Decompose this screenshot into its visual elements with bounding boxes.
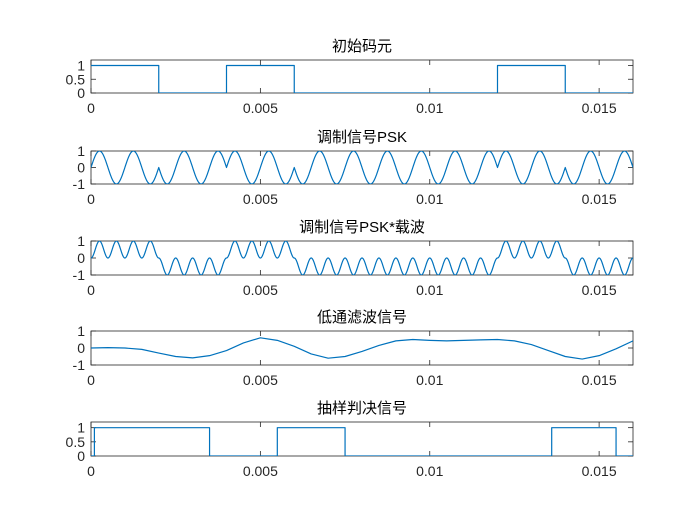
x-tick-label: 0.01 <box>416 282 443 298</box>
x-tick-label: 0 <box>87 282 95 298</box>
x-tick-label: 0.005 <box>243 100 278 116</box>
y-tick-label: 0 <box>77 85 85 101</box>
y-tick-label: 1 <box>77 233 85 249</box>
x-tick-label: 0 <box>87 463 95 479</box>
x-tick-label: 0.015 <box>582 282 617 298</box>
y-tick-label: 0 <box>77 160 85 176</box>
x-tick-label: 0.01 <box>416 100 443 116</box>
x-tick-label: 0 <box>87 372 95 388</box>
subplot-5: 抽样判决信号 0 0.005 0.01 0.015 00.51 <box>66 400 634 479</box>
y-tick-label: -1 <box>73 267 86 283</box>
x-tick-label: 0.005 <box>243 372 278 388</box>
subplot-title: 调制信号PSK <box>317 129 407 146</box>
y-tick-label: 1 <box>77 420 85 436</box>
y-tick-label: 0 <box>77 448 85 464</box>
axes-box <box>90 330 634 366</box>
x-tick-label: 0.005 <box>243 282 278 298</box>
y-tick-label: 0 <box>77 250 85 266</box>
x-tick-label: 0.01 <box>416 191 443 207</box>
series-line <box>91 241 633 275</box>
x-tick-label: 0 <box>87 191 95 207</box>
x-tick-label: 0.015 <box>582 463 617 479</box>
x-tick-label: 0.005 <box>243 191 278 207</box>
series-line <box>91 337 633 360</box>
y-tick-label: 1 <box>77 58 85 74</box>
y-tick-label: 1 <box>77 323 85 339</box>
y-tick-label: -1 <box>73 357 86 373</box>
y-tick-label: -1 <box>73 176 86 192</box>
subplot-1: 初始码元 0 0.005 0.01 0.015 00.51 <box>66 38 634 116</box>
y-tick-label: 0.5 <box>66 71 86 87</box>
x-tick-label: 0.005 <box>243 463 278 479</box>
series-line <box>91 151 633 184</box>
x-tick-label: 0.015 <box>582 191 617 207</box>
y-tick-label: 1 <box>77 143 85 159</box>
x-tick-label: 0.015 <box>582 100 617 116</box>
subplot-title: 抽样判决信号 <box>317 400 407 417</box>
x-tick-label: 0 <box>87 100 95 116</box>
subplot-title: 调制信号PSK*载波 <box>299 219 425 236</box>
x-tick-label: 0.015 <box>582 372 617 388</box>
x-tick-label: 0.01 <box>416 463 443 479</box>
y-tick-label: 0.5 <box>66 434 86 450</box>
series-line <box>91 427 633 456</box>
subplot-title: 低通滤波信号 <box>317 309 407 326</box>
y-tick-label: 0 <box>77 340 85 356</box>
series-line <box>91 64 633 93</box>
x-tick-label: 0.01 <box>416 372 443 388</box>
subplot-3: 调制信号PSK*载波0 0.005 0.01 0.015-101 <box>73 219 634 298</box>
subplot-title: 初始码元 <box>332 38 392 55</box>
